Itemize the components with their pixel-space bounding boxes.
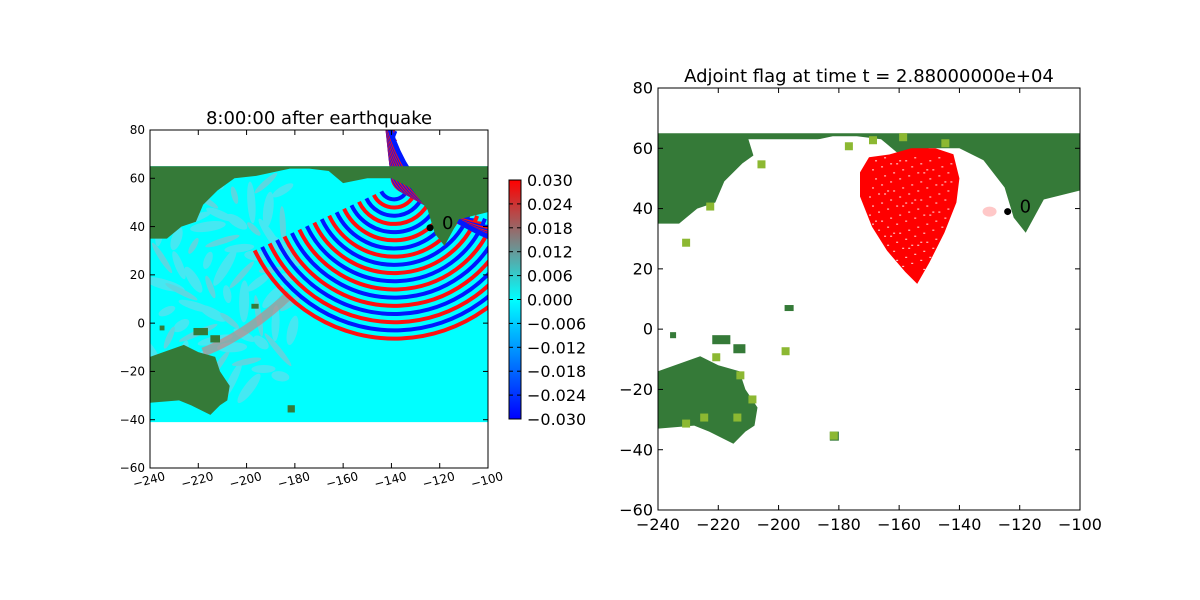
colorbar-tick-label: 0.000 (527, 291, 573, 310)
left-xtick-label: −180 (276, 469, 311, 491)
right-station-marker: 0 (1004, 197, 1031, 218)
colorbar-tick-label: 0.024 (527, 195, 573, 214)
colorbar-tick-label: 0.012 (527, 243, 573, 262)
right-ytick-label: −20 (619, 380, 653, 399)
left-xtick-label: −120 (421, 469, 456, 491)
left-xtick-label: −200 (228, 469, 263, 491)
left-station-marker: 0 (426, 213, 454, 234)
colorbar-ticks: 0.030 0.024 0.018 0.012 0.006 0.000 −0.006 −0.0… (509, 171, 586, 429)
left-ytick-label: −20 (120, 365, 145, 379)
left-title: 8:00:00 after earthquake (206, 108, 432, 129)
left-xtick-label: −220 (180, 469, 215, 491)
adjoint-flag-region (860, 148, 997, 284)
left-xtick-label: −160 (324, 469, 359, 491)
right-xtick-label: −120 (998, 515, 1042, 534)
colorbar-tick-label: −0.006 (527, 314, 586, 333)
left-axes-frame (149, 129, 489, 469)
left-ytick-label: −40 (120, 413, 145, 427)
station-label: 0 (442, 213, 453, 234)
left-plot-area (150, 130, 488, 423)
colorbar-tick-label: 0.018 (527, 219, 573, 238)
right-ytick-label: 20 (633, 259, 653, 278)
right-ytick-label: 60 (633, 139, 653, 158)
colorbar-tick-label: 0.030 (527, 171, 573, 190)
right-ytick-label: −40 (619, 440, 653, 459)
colorbar-tick-label: −0.024 (527, 386, 586, 405)
colorbar: 0.030 0.024 0.018 0.012 0.006 0.000 −0.006 −0.0… (508, 171, 586, 429)
right-xtick-label: −100 (1058, 515, 1102, 534)
left-xtick-label: −140 (373, 469, 408, 491)
right-xtick-label: −140 (937, 515, 981, 534)
colorbar-tick-label: −0.012 (527, 338, 586, 357)
right-xtick-label: −220 (696, 515, 740, 534)
right-ytick-label: 0 (643, 320, 653, 339)
right-ytick-label: −60 (619, 501, 653, 520)
left-ytick-label: −60 (120, 461, 145, 475)
land-masses (150, 166, 488, 415)
left-xtick-label: −100 (469, 469, 504, 491)
right-axis-ticks: −240 −220 −200 −180 −160 −140 −120 −10080604020… (619, 79, 1102, 534)
left-ytick-label: 60 (130, 171, 145, 185)
left-ytick-label: 20 (130, 268, 145, 282)
station-label: 0 (1020, 197, 1031, 218)
coast-specks (682, 133, 950, 440)
right-title: Adjoint flag at time t = 2.88000000e+04 (684, 66, 1054, 87)
left-ytick-label: 0 (137, 316, 145, 330)
right-plot-area (658, 133, 1080, 444)
left-panel: 8:00:00 after earthquake −240 −220 −200 −18… (120, 108, 587, 491)
right-ytick-label: 80 (633, 79, 653, 98)
wave-tail (201, 290, 294, 357)
right-axes-frame (657, 87, 1081, 511)
colorbar-tick-label: −0.030 (527, 410, 586, 429)
colorbar-tick-label: −0.018 (527, 362, 586, 381)
white-land-mask (748, 139, 875, 197)
right-ytick-label: 40 (633, 199, 653, 218)
left-ytick-label: 80 (130, 123, 145, 137)
left-ytick-label: 40 (130, 220, 145, 234)
station-dot (426, 224, 434, 232)
right-xtick-label: −160 (877, 515, 921, 534)
right-panel: Adjoint flag at time t = 2.88000000e+04 … (619, 66, 1102, 534)
right-xtick-label: −200 (757, 515, 801, 534)
colorbar-tick-label: 0.006 (527, 267, 573, 286)
right-xtick-label: −180 (817, 515, 861, 534)
right-xtick-label: −240 (636, 515, 680, 534)
station-dot (1004, 208, 1012, 216)
